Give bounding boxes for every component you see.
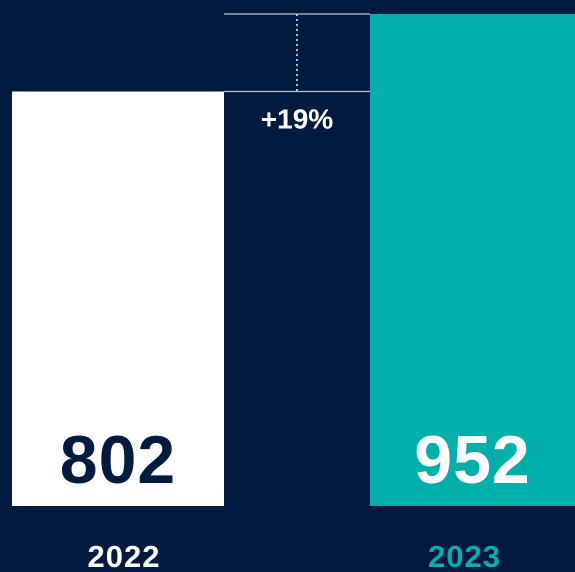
- value-label: 952: [414, 422, 530, 498]
- bar: [12, 91, 224, 507]
- bar: [370, 14, 575, 506]
- value-label: 802: [60, 422, 176, 498]
- x-tick-label: 2023: [428, 539, 501, 572]
- x-tick-label: 2022: [88, 539, 161, 572]
- annotation: +19%: [261, 104, 333, 135]
